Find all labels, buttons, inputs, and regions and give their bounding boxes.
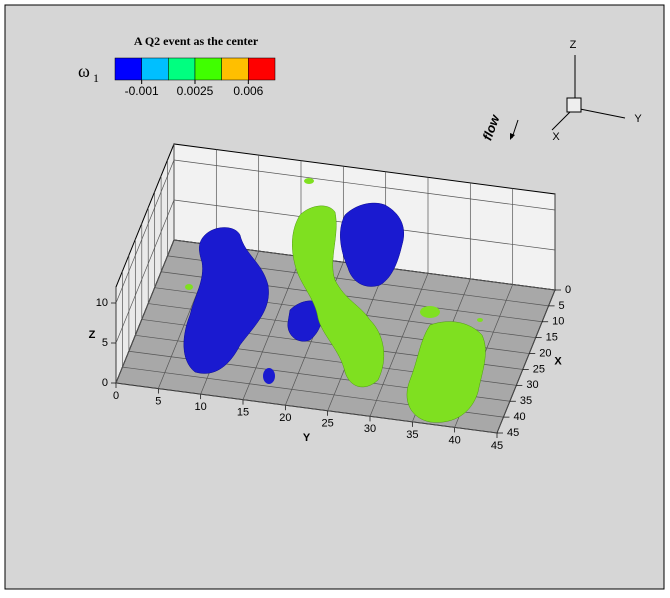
colorbar-tick-label: -0.001 [125,84,159,98]
colorbar-band [195,58,222,80]
y-tick-label: 30 [364,423,376,435]
isosurface-positive [477,318,483,322]
x-tick-label: 40 [513,411,525,423]
isosurface-positive [304,178,314,184]
y-axis-label: Y [303,432,311,444]
triad-cube [567,98,581,112]
z-axis-label: Z [89,329,96,341]
chart: A Q2 event as the center ω 1 Z Y X flow … [0,0,670,593]
x-tick-label: 45 [507,427,519,439]
chart-title: A Q2 event as the center [134,34,259,48]
y-tick-label: 0 [113,390,119,402]
colorbar-band [115,58,142,80]
x-tick-label: 0 [565,284,571,296]
isosurface-negative [263,368,275,384]
colorbar-band [222,58,249,80]
z-tick-label: 0 [102,377,108,389]
x-tick-label: 15 [546,332,558,344]
x-tick-label: 20 [539,347,551,359]
x-axis-label: X [554,355,562,367]
y-tick-label: 10 [195,401,207,413]
colorbar-band [168,58,195,80]
x-tick-label: 10 [552,316,564,328]
x-tick-label: 35 [520,395,532,407]
y-tick-label: 45 [491,440,503,452]
x-tick-label: 5 [559,300,565,312]
triad-label: X [552,131,560,143]
y-tick-label: 15 [237,407,249,419]
triad-label: Y [634,113,642,125]
colorbar-tick-label: 0.0025 [177,84,214,98]
colorbar-label-subscript: 1 [93,71,99,85]
x-tick-label: 25 [533,363,545,375]
colorbar-label: ω [78,61,90,81]
colorbar-tick-label: 0.006 [233,84,263,98]
z-tick-label: 5 [102,337,108,349]
z-tick-label: 10 [96,297,108,309]
isosurface-positive [185,284,193,290]
colorbar-band [248,58,275,80]
y-tick-label: 5 [155,395,161,407]
isosurface-positive [420,306,440,318]
x-tick-label: 30 [526,379,538,391]
y-tick-label: 25 [322,418,334,430]
y-tick-label: 40 [449,434,461,446]
y-tick-label: 20 [279,412,291,424]
y-tick-label: 35 [406,429,418,441]
colorbar-band [142,58,169,80]
triad-label: Z [570,39,577,51]
